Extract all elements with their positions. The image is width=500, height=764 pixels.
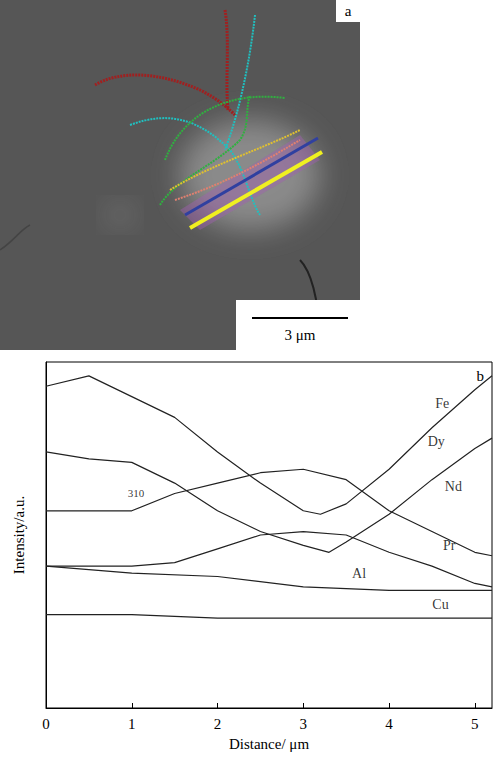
svg-text:Distance/ μm: Distance/ μm — [229, 736, 309, 752]
svg-text:1: 1 — [128, 716, 136, 732]
svg-text:5: 5 — [471, 716, 479, 732]
svg-text:Dy: Dy — [428, 434, 445, 449]
svg-text:0: 0 — [42, 716, 50, 732]
svg-text:Fe: Fe — [435, 396, 449, 411]
svg-text:4: 4 — [385, 716, 393, 732]
svg-text:Nd: Nd — [445, 479, 462, 494]
svg-text:2: 2 — [214, 716, 222, 732]
svg-text:3: 3 — [300, 716, 308, 732]
svg-text:3 μm: 3 μm — [285, 327, 316, 343]
svg-text:Intensity/a.u.: Intensity/a.u. — [11, 496, 27, 574]
svg-text:a: a — [345, 3, 352, 19]
svg-text:Cu: Cu — [432, 597, 448, 612]
svg-text:310: 310 — [128, 487, 145, 499]
svg-text:b: b — [477, 368, 485, 384]
svg-text:Al: Al — [352, 566, 366, 581]
svg-text:Pr: Pr — [442, 537, 456, 553]
